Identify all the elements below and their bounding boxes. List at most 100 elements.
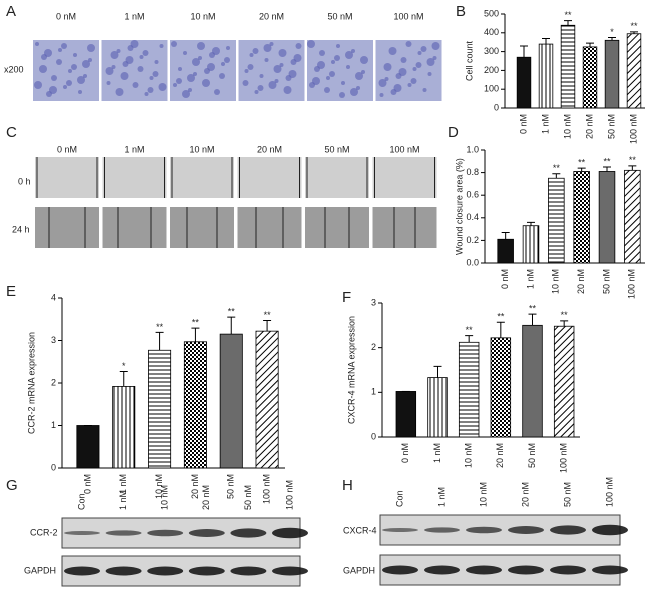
band	[147, 529, 184, 537]
error-bar	[542, 37, 550, 45]
cell	[417, 51, 422, 55]
x-tick-label: 100 nM	[628, 114, 638, 144]
cell	[290, 59, 297, 65]
cell	[432, 56, 437, 60]
cell	[415, 62, 422, 68]
error-bar	[527, 221, 535, 226]
error-bar	[528, 313, 537, 326]
band	[382, 528, 418, 532]
cell	[249, 53, 254, 57]
cell	[259, 74, 264, 78]
cell	[412, 67, 417, 71]
band	[592, 524, 628, 536]
cell	[78, 90, 82, 94]
significance: **	[228, 307, 236, 317]
cell	[384, 77, 389, 81]
bar	[573, 171, 590, 264]
cell	[395, 73, 402, 79]
micrograph	[375, 40, 442, 101]
cell	[106, 81, 111, 85]
cell	[219, 73, 225, 79]
y-tick-label: 4	[51, 292, 56, 302]
lane-label: 50 nM	[243, 485, 253, 510]
column-label: 20 nM	[259, 11, 284, 21]
bar	[538, 43, 554, 109]
x-tick-label: 20 nM	[584, 114, 594, 139]
cell	[178, 67, 182, 71]
y-tick-label: 1.0	[466, 144, 479, 154]
wound-image	[35, 157, 99, 198]
wound-image	[237, 157, 302, 198]
panel-letter: C	[6, 124, 17, 141]
cell	[273, 65, 282, 73]
y-axis-title: Wound closure area (%)	[454, 158, 464, 255]
cell	[356, 86, 360, 90]
x-tick-label: 1 nM	[432, 443, 442, 463]
x-tick-label: 50 nM	[601, 269, 611, 294]
cell	[87, 44, 95, 52]
cell	[209, 52, 215, 58]
significance: *	[610, 27, 614, 37]
cell	[152, 71, 159, 77]
cell	[405, 41, 412, 47]
band	[272, 527, 308, 539]
band	[272, 566, 308, 576]
y-tick-label: 0.2	[466, 235, 479, 245]
y-tick-label: 400	[484, 27, 499, 37]
bar	[598, 171, 616, 264]
bar	[624, 169, 641, 264]
cell	[378, 79, 387, 87]
bar	[497, 238, 514, 264]
cell	[420, 46, 427, 52]
wound-image	[237, 207, 302, 248]
cell	[120, 72, 129, 80]
x-tick-label: 20 nM	[576, 269, 586, 294]
cell	[295, 43, 302, 49]
y-tick-label: 0	[371, 431, 376, 441]
bar	[522, 225, 540, 264]
cell	[274, 79, 279, 83]
band	[147, 566, 184, 576]
cell	[346, 65, 350, 69]
cell	[73, 53, 77, 57]
cell	[331, 60, 335, 64]
cell	[88, 58, 92, 62]
y-tick-label: 0.8	[466, 167, 479, 177]
significance: **	[564, 10, 572, 20]
cell	[182, 90, 190, 98]
band	[188, 566, 225, 576]
cell	[66, 80, 72, 86]
x-tick-label: 10 nM	[562, 114, 572, 139]
cell	[116, 49, 121, 53]
y-tick-label: 1	[371, 387, 376, 397]
band	[424, 565, 460, 575]
lane-label: 1 nM	[118, 490, 128, 510]
cell	[307, 40, 315, 48]
cell	[278, 49, 287, 57]
cell	[309, 82, 315, 88]
cell	[154, 60, 159, 64]
cell	[339, 92, 345, 98]
panel-letter: F	[342, 289, 351, 306]
cell	[242, 80, 249, 86]
error-bar	[191, 327, 200, 342]
y-tick-label: 1	[51, 420, 56, 430]
y-axis-title: CXCR-4 mRNA expression	[346, 316, 356, 424]
x-tick-label: 0 nM	[500, 269, 510, 289]
x-tick-label: 10 nM	[154, 474, 164, 499]
lane-label: 20 nM	[201, 485, 211, 510]
y-tick-label: 300	[484, 46, 499, 56]
cell	[214, 89, 220, 95]
y-tick-label: 0	[51, 462, 56, 472]
x-tick-label: 100 nM	[627, 269, 637, 299]
y-tick-label: 2	[51, 377, 56, 387]
y-axis-title: CCR-2 mRNA expression	[26, 332, 36, 434]
panel-letter: A	[6, 3, 16, 20]
band	[230, 566, 267, 576]
x-tick-label: 50 nM	[226, 474, 236, 499]
cell	[122, 61, 129, 67]
y-tick-label: 0.6	[466, 190, 479, 200]
significance: **	[630, 21, 638, 31]
x-tick-label: 0 nM	[82, 474, 92, 494]
y-tick-label: 3	[371, 297, 376, 307]
